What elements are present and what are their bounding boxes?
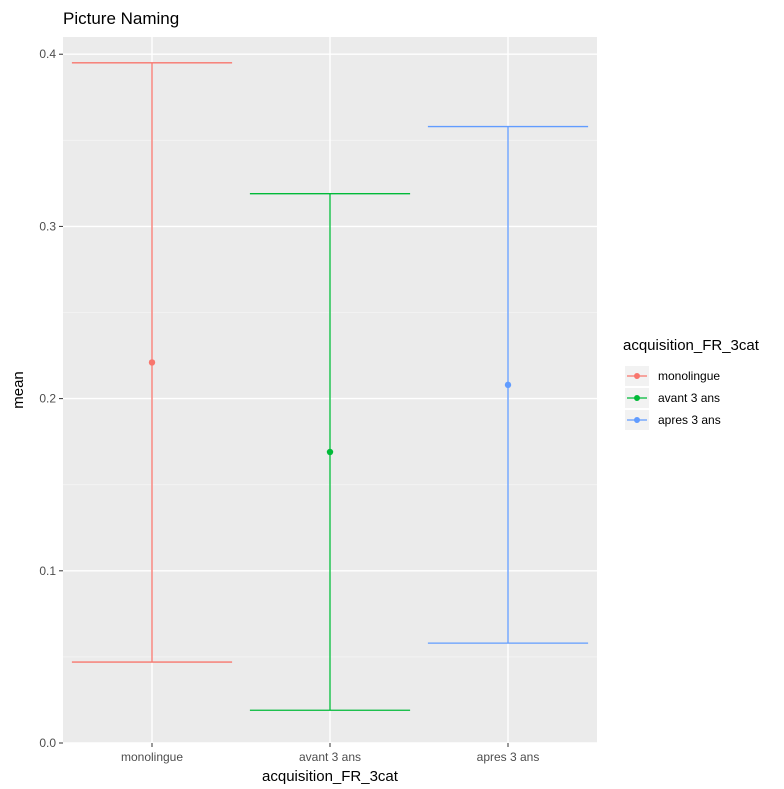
y-axis-title: mean (10, 371, 27, 409)
x-tick-label: apres 3 ans (477, 750, 540, 764)
legend-label: apres 3 ans (658, 413, 721, 427)
legend-key-point (634, 373, 640, 379)
y-tick-label: 0.0 (39, 736, 56, 750)
legend-title: acquisition_FR_3cat (623, 337, 760, 354)
mean-point (148, 359, 156, 366)
y-tick-label: 0.2 (39, 392, 56, 406)
chart-marks (71, 62, 589, 711)
x-tick-label: monolingue (121, 750, 183, 764)
mean-point (326, 448, 334, 456)
legend-label: avant 3 ans (658, 391, 720, 405)
y-tick-label: 0.3 (39, 219, 56, 233)
x-tick-label: avant 3 ans (299, 750, 361, 764)
y-tick-label: 0.4 (39, 47, 56, 61)
errorbar-group (249, 193, 411, 711)
chart-title: Picture Naming (63, 9, 179, 28)
mean-point (504, 381, 512, 389)
x-axis-title: acquisition_FR_3cat (262, 768, 399, 785)
errorbar-group (427, 125, 589, 644)
y-axis: 0.0 0.1 0.2 0.3 0.4 (39, 47, 63, 750)
legend: acquisition_FR_3cat monolingue avant 3 an… (623, 337, 760, 430)
x-axis: monolingue avant 3 ans apres 3 ans (121, 743, 539, 764)
legend-key-point (634, 395, 640, 401)
legend-label: monolingue (658, 369, 720, 383)
legend-key-point (634, 417, 640, 423)
y-tick-label: 0.1 (39, 564, 56, 578)
errorbar-group (71, 62, 233, 663)
